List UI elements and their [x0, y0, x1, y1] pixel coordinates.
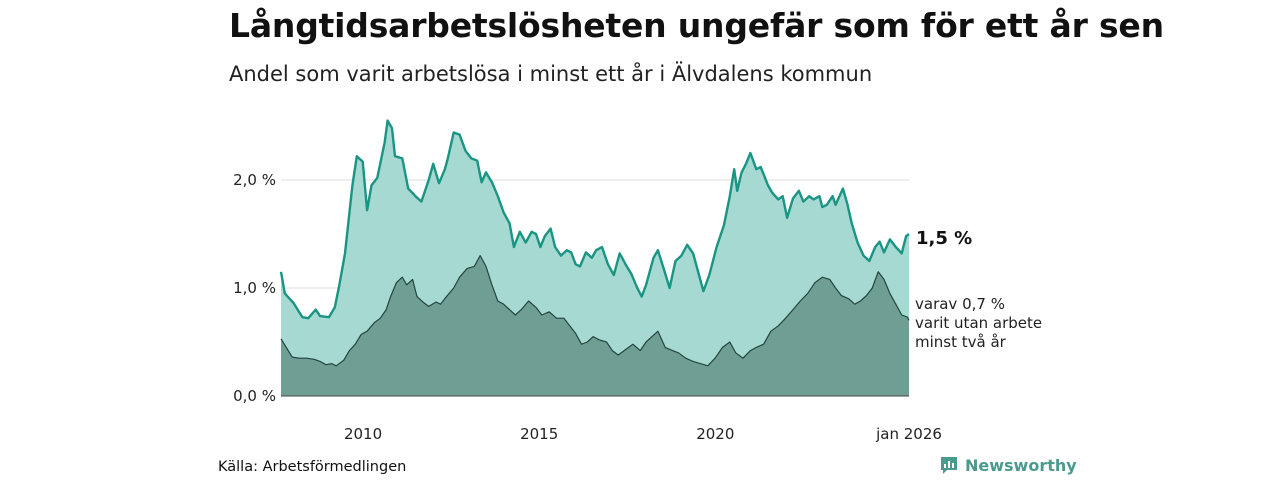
- chart-areas: [279, 119, 910, 396]
- x-tick-label: 2010: [344, 425, 382, 443]
- series-two-years-end-label: minst två år: [915, 333, 1007, 351]
- series-one-year-line: [279, 119, 910, 320]
- series-one-year-end-label: 1,5 %: [916, 228, 972, 249]
- x-tick-label: 2015: [520, 425, 558, 443]
- y-tick-label: 2,0 %: [233, 171, 276, 189]
- y-tick-label: 0,0 %: [233, 387, 276, 405]
- series-two-years-line: [280, 255, 910, 367]
- brand-name: Newsworthy: [965, 455, 1077, 475]
- brand-logo: Newsworthy: [939, 455, 1077, 475]
- chart-title: Långtidsarbetslösheten ungefär som för e…: [229, 6, 1164, 45]
- newsworthy-icon: [941, 457, 957, 474]
- x-axis: 2010 2015 2020 jan 2026: [344, 425, 942, 443]
- source-note: Källa: Arbetsförmedlingen: [218, 459, 407, 475]
- x-tick-label: 2020: [696, 425, 734, 443]
- chart-subtitle: Andel som varit arbetslösa i minst ett å…: [229, 62, 873, 86]
- y-tick-label: 1,0 %: [233, 279, 276, 297]
- series-two-years-end-label: varav 0,7 %: [915, 295, 1005, 313]
- series-two-years-end-label: varit utan arbete: [915, 314, 1042, 332]
- x-tick-label: jan 2026: [875, 425, 942, 443]
- series-two-years-area: [281, 255, 909, 396]
- y-axis: 0,0 % 1,0 % 2,0 %: [233, 171, 276, 405]
